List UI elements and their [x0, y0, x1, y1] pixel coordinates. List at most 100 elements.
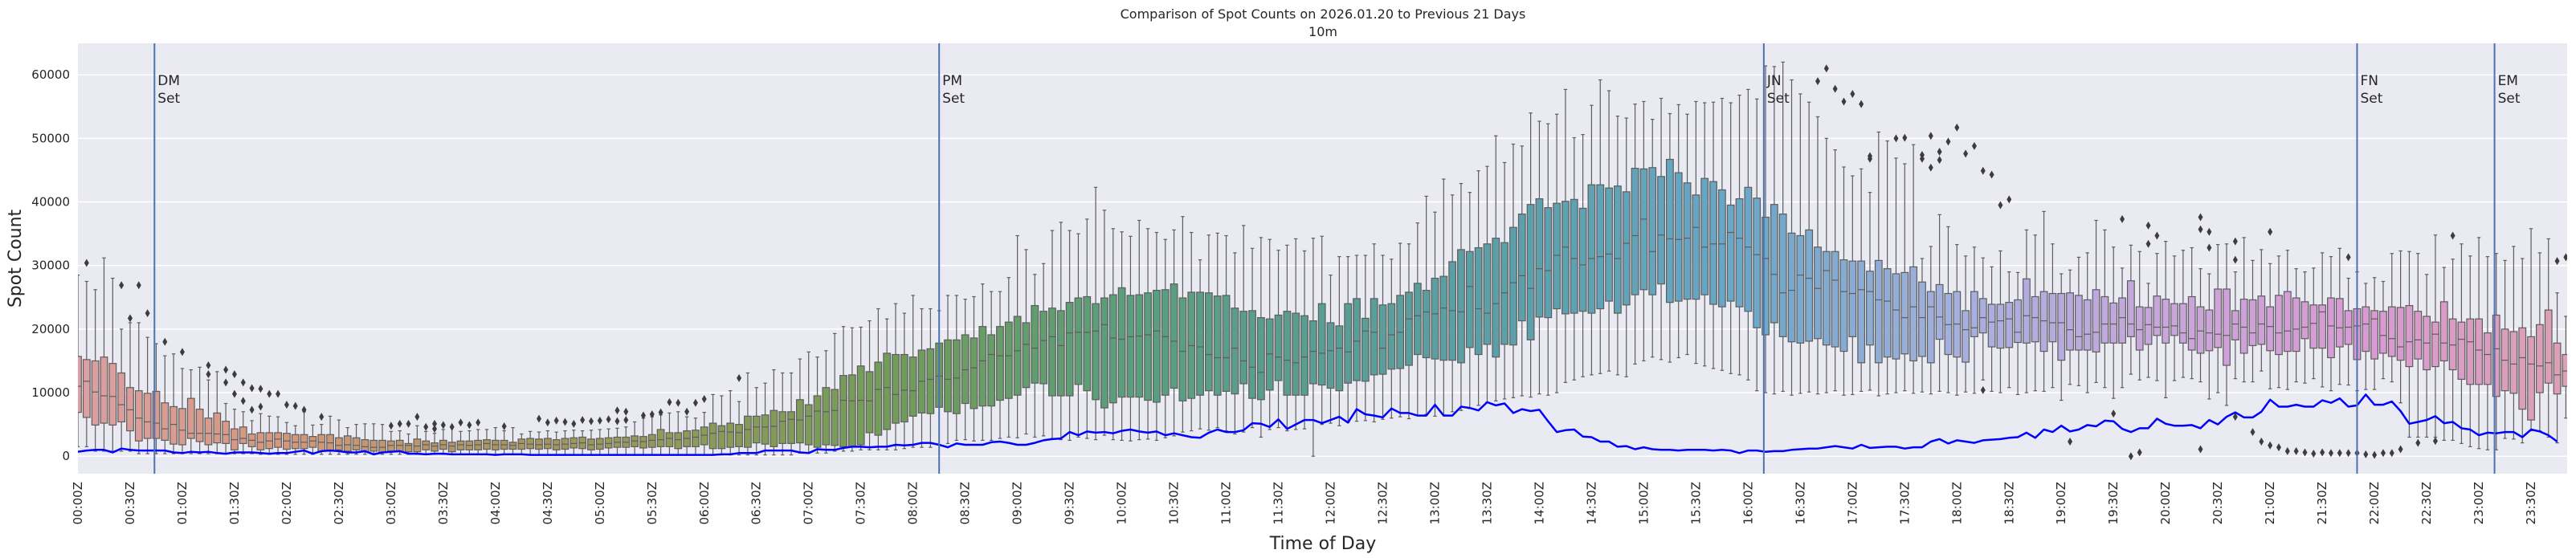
- box-284: [2544, 238, 2553, 438]
- iqr-box: [952, 339, 961, 414]
- box-270: [2423, 274, 2431, 438]
- outlier-point: [553, 416, 559, 425]
- iqr-box: [604, 437, 613, 449]
- x-tick-label: 18:30Z: [2002, 482, 2016, 525]
- iqr-box: [195, 409, 204, 442]
- outlier-point: [580, 416, 586, 425]
- x-tick-label: 02:00Z: [280, 482, 294, 525]
- iqr-box: [1100, 297, 1108, 409]
- box-series: [78, 61, 2576, 457]
- iqr-box: [1978, 298, 1987, 334]
- iqr-box: [2387, 306, 2396, 357]
- iqr-box: [1004, 321, 1013, 399]
- box-215: [1944, 226, 1953, 393]
- event-label-line2: Set: [1767, 91, 1790, 107]
- box-244: [2196, 268, 2205, 383]
- box-286: [2562, 316, 2567, 419]
- box-200: [1814, 116, 1822, 395]
- box-235: [2118, 267, 2126, 389]
- box-214: [1935, 214, 1944, 393]
- iqr-box: [2535, 324, 2544, 393]
- outlier-point: [623, 416, 629, 425]
- outlier-point: [1859, 100, 1864, 108]
- box-36: [386, 430, 395, 455]
- box-217: [1962, 255, 1970, 393]
- iqr-box: [2275, 295, 2283, 356]
- iqr-box: [1031, 304, 1039, 384]
- outlier-point: [2154, 231, 2160, 240]
- iqr-box: [1405, 291, 1413, 366]
- box-29: [326, 415, 334, 455]
- event-label-line1: DM: [157, 73, 180, 89]
- iqr-box: [2126, 280, 2135, 337]
- outlier-point: [2311, 450, 2317, 458]
- box-137: [1265, 238, 1274, 430]
- box-258: [2318, 252, 2327, 388]
- iqr-box: [2178, 303, 2187, 344]
- box-38: [404, 433, 413, 455]
- outlier-point: [1928, 163, 1933, 172]
- iqr-box: [100, 356, 108, 424]
- x-tick-label: 18:00Z: [1949, 482, 1964, 525]
- iqr-box: [839, 375, 847, 447]
- box-175: [1596, 79, 1605, 374]
- iqr-box: [2075, 295, 2083, 351]
- iqr-box: [1204, 292, 1213, 392]
- iqr-box: [2300, 301, 2309, 340]
- x-tick-label: 20:00Z: [2158, 482, 2173, 525]
- iqr-box: [1013, 316, 1022, 396]
- y-tick-label: 10000: [31, 385, 70, 400]
- iqr-box: [2187, 295, 2196, 351]
- outlier-point: [1928, 132, 1933, 141]
- iqr-box: [1874, 259, 1883, 364]
- outlier-point: [276, 389, 281, 398]
- x-tick-label: 17:30Z: [1897, 482, 1912, 525]
- box-209: [1892, 157, 1900, 393]
- box-256: [2300, 271, 2309, 384]
- iqr-box: [813, 395, 822, 448]
- iqr-box: [2248, 299, 2257, 347]
- outlier-point: [536, 414, 541, 423]
- iqr-box: [1526, 204, 1535, 340]
- iqr-box: [1048, 308, 1056, 397]
- iqr-box: [2023, 278, 2031, 344]
- outlier-point: [1919, 154, 1925, 163]
- iqr-box: [639, 436, 647, 449]
- box-232: [2092, 219, 2100, 383]
- iqr-box: [1231, 308, 1239, 395]
- iqr-box: [2527, 336, 2535, 421]
- outlier-point: [2432, 437, 2438, 446]
- iqr-box: [1335, 325, 1344, 392]
- outlier-point: [614, 417, 620, 426]
- box-278: [2492, 253, 2500, 450]
- box-136: [1256, 237, 1265, 438]
- box-218: [1970, 246, 1978, 394]
- box-203: [1839, 166, 1848, 396]
- box-275: [2466, 255, 2475, 447]
- outlier-point: [2284, 446, 2290, 455]
- iqr-box: [2509, 331, 2518, 394]
- iqr-box: [78, 356, 82, 413]
- box-117: [1092, 186, 1100, 441]
- iqr-box: [1918, 281, 1926, 357]
- iqr-box: [422, 440, 431, 450]
- box-153: [1405, 243, 1413, 420]
- box-223: [2014, 271, 2022, 396]
- x-tick-label: 21:30Z: [2315, 482, 2329, 525]
- box-204: [1848, 175, 1857, 396]
- iqr-box: [1683, 182, 1692, 300]
- x-tick-label: 00:30Z: [123, 482, 137, 525]
- outlier-point: [2363, 450, 2369, 458]
- today-spot-count-line: [78, 393, 2558, 456]
- iqr-box: [647, 434, 656, 448]
- outlier-point: [432, 419, 438, 428]
- iqr-box: [665, 432, 674, 447]
- outlier-point: [623, 407, 629, 416]
- box-192: [1744, 88, 1753, 381]
- iqr-box: [1883, 268, 1892, 358]
- outlier-point: [2259, 438, 2264, 446]
- box-41: [431, 433, 439, 455]
- iqr-box: [108, 363, 117, 426]
- iqr-box: [2571, 345, 2576, 389]
- box-121: [1126, 235, 1135, 442]
